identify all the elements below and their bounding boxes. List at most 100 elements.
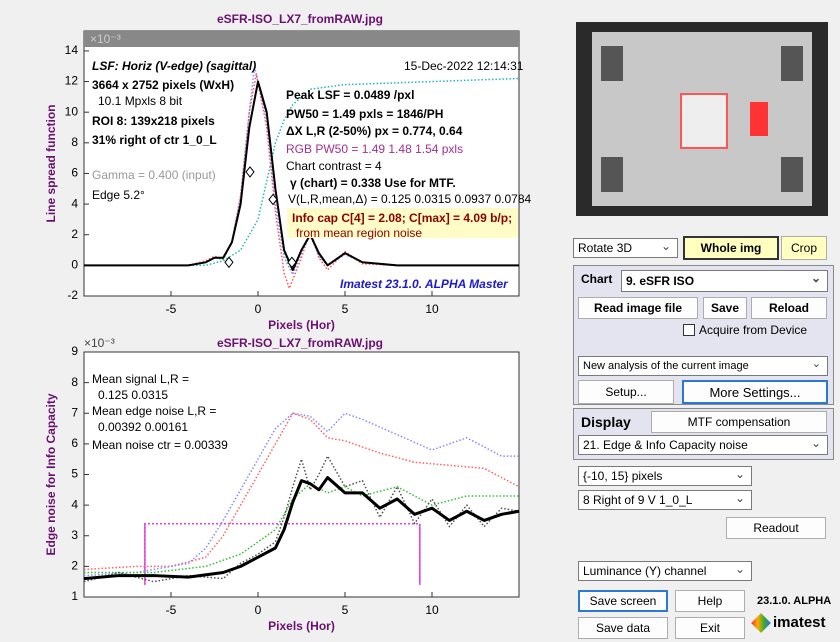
y-tick-label: 10: [65, 104, 79, 118]
data-line: [83, 412, 520, 571]
channel-select[interactable]: Luminance (Y) channel: [578, 561, 752, 581]
roi: [680, 92, 728, 150]
y-axis-label: Edge noise for Info Capacity: [44, 393, 58, 555]
chart-select[interactable]: 9. eSFR ISO: [621, 270, 828, 292]
y-tick-label: 1: [71, 589, 78, 603]
patch: [781, 157, 804, 193]
x-tick-label: 10: [425, 302, 439, 316]
y-tick-label: 2: [71, 559, 78, 573]
read-image-button[interactable]: Read image file: [578, 297, 698, 319]
patch: [600, 45, 623, 81]
patch: [600, 157, 623, 193]
diamond-marker: [224, 256, 234, 269]
y-tick-label: 5: [71, 467, 78, 481]
exit-button[interactable]: Exit: [675, 617, 745, 639]
annotation: LSF: Horiz (V-edge) (sagittal): [92, 59, 256, 73]
roi-select[interactable]: 8 Right of 9 V 1_0_L: [578, 490, 752, 510]
y-tick-label: -2: [67, 288, 78, 302]
display-select[interactable]: 21. Edge & Info Capacity noise: [578, 435, 828, 455]
annotation: 10.1 Mpxls 8 bit: [98, 94, 183, 108]
multiplier: ×10⁻³: [84, 336, 115, 350]
save-data-button[interactable]: Save data: [578, 617, 668, 639]
y-tick-label: 6: [71, 436, 78, 450]
x-tick-label: 0: [255, 302, 262, 316]
annotation: from mean region noise: [296, 226, 422, 240]
acquire-label: Acquire from Device: [699, 323, 808, 337]
patch: [781, 45, 804, 81]
data-line: [84, 80, 519, 271]
annotation: Mean signal L,R =: [92, 372, 189, 386]
data-line: [83, 476, 520, 581]
annotation: 0.125 0.0315: [98, 388, 168, 402]
y-tick-label: 4: [71, 497, 78, 511]
help-button[interactable]: Help: [675, 590, 745, 612]
title: eSFR-ISO_LX7_fromRAW.jpg: [217, 12, 383, 26]
annotation: 15-Dec-2022 12:14:31: [404, 59, 524, 73]
annotation: Mean noise ctr = 0.00339: [92, 438, 228, 452]
plots: eSFR-ISO_LX7_fromRAW.jpg×10⁻³-2024681012…: [44, 12, 532, 633]
annotation: Peak LSF = 0.0489 /pxl: [286, 88, 414, 102]
y-tick-label: 3: [71, 528, 78, 542]
test-chart: [592, 32, 812, 206]
y-tick-label: 0: [71, 258, 78, 272]
image-preview: [576, 22, 828, 216]
readout-button[interactable]: Readout: [726, 517, 826, 539]
save-screen-button[interactable]: Save screen: [578, 590, 668, 612]
x-axis-label: Pixels (Hor): [268, 318, 335, 332]
data-line: [83, 455, 520, 583]
brand-logo: [751, 613, 771, 633]
annotation: Mean edge noise L,R =: [92, 404, 216, 418]
annotation: V(L,R,mean,Δ) = 0.125 0.0315 0.0937 0.07…: [288, 192, 532, 206]
y-tick-label: 7: [71, 405, 78, 419]
roi-selected: [750, 101, 768, 137]
mtf-compensation-button[interactable]: MTF compensation: [651, 411, 827, 433]
y-tick-label: 4: [71, 196, 78, 210]
data-line: [83, 412, 519, 577]
range-select[interactable]: {-10, 15} pixels: [578, 466, 752, 486]
display-label: Display: [581, 414, 631, 430]
diamond-marker: [268, 193, 278, 206]
annotation: RGB PW50 = 1.49 1.48 1.54 pxls: [286, 142, 463, 156]
annotation: Gamma = 0.400 (input): [92, 168, 216, 182]
annotation: 3664 x 2752 pixels (WxH): [92, 78, 234, 92]
more-settings-button[interactable]: More Settings...: [682, 380, 828, 404]
title: eSFR-ISO_LX7_fromRAW.jpg: [217, 336, 383, 350]
plot-area: [83, 351, 520, 598]
y-tick-label: 8: [71, 135, 78, 149]
x-tick-label: 5: [342, 302, 349, 316]
chart-label: Chart: [581, 272, 613, 286]
x-tick-label: 5: [342, 603, 349, 617]
y-tick-label: 12: [65, 74, 79, 88]
reload-button[interactable]: Reload: [751, 297, 827, 319]
analysis-select[interactable]: New analysis of the current image: [578, 356, 828, 376]
annotation: 31% right of ctr 1_0_L: [92, 133, 217, 147]
y-axis-label: Line spread function: [44, 104, 58, 222]
annotation: Info cap C[4] = 2.08; C[max] = 4.09 b/p;: [292, 211, 512, 225]
info-box: [287, 208, 518, 238]
x-axis-label: Pixels (Hor): [268, 619, 335, 633]
crop-button[interactable]: Crop: [781, 236, 827, 260]
header-bar: [84, 31, 519, 47]
version-label: 23.1.0. ALPHA: [757, 595, 832, 607]
setup-button[interactable]: Setup...: [578, 380, 674, 404]
acquire-checkbox[interactable]: [683, 324, 695, 336]
whole-img-button[interactable]: Whole img: [683, 236, 779, 260]
save-button[interactable]: Save: [703, 297, 747, 319]
y-tick-label: 8: [71, 375, 78, 389]
multiplier: ×10⁻³: [90, 32, 121, 46]
annotation: 0.00392 0.00161: [98, 420, 188, 434]
diamond-marker: [245, 166, 255, 178]
rotate-select[interactable]: Rotate 3D: [573, 238, 678, 258]
annotation: Imatest 23.1.0. ALPHA Master: [340, 277, 509, 291]
y-tick-label: 2: [71, 227, 78, 241]
annotation: Edge 5.2°: [92, 188, 145, 202]
brand-name: imatest: [773, 614, 826, 631]
y-tick-label: 9: [71, 344, 78, 358]
x-tick-label: -5: [166, 302, 177, 316]
y-tick-label: 6: [71, 166, 78, 180]
x-tick-label: 10: [425, 603, 439, 617]
diamond-marker: [287, 256, 297, 269]
annotation: ΔX L,R (2-50%) px = 0.774, 0.64: [286, 124, 463, 138]
x-tick-label: 0: [255, 603, 262, 617]
